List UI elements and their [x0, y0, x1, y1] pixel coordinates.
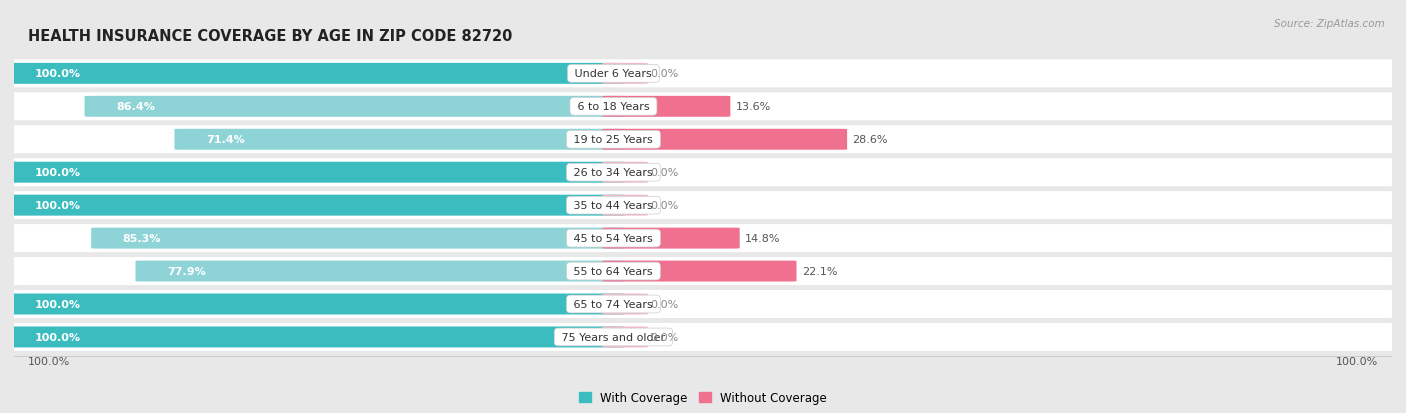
Text: Under 6 Years: Under 6 Years [571, 69, 655, 79]
Text: 100.0%: 100.0% [1336, 356, 1378, 366]
FancyBboxPatch shape [602, 327, 648, 348]
FancyBboxPatch shape [602, 294, 648, 315]
Text: 75 Years and older: 75 Years and older [558, 332, 669, 342]
Text: 100.0%: 100.0% [35, 168, 80, 178]
FancyBboxPatch shape [3, 294, 624, 315]
Text: 0.0%: 0.0% [651, 299, 679, 309]
Text: 100.0%: 100.0% [35, 299, 80, 309]
Text: 19 to 25 Years: 19 to 25 Years [571, 135, 657, 145]
FancyBboxPatch shape [0, 225, 1406, 252]
FancyBboxPatch shape [0, 257, 1406, 285]
FancyBboxPatch shape [0, 290, 1406, 318]
FancyBboxPatch shape [602, 228, 740, 249]
Text: HEALTH INSURANCE COVERAGE BY AGE IN ZIP CODE 82720: HEALTH INSURANCE COVERAGE BY AGE IN ZIP … [28, 29, 512, 44]
Text: 0.0%: 0.0% [651, 201, 679, 211]
Text: 100.0%: 100.0% [35, 332, 80, 342]
Text: 55 to 64 Years: 55 to 64 Years [571, 266, 657, 276]
FancyBboxPatch shape [602, 97, 730, 117]
Text: 0.0%: 0.0% [651, 69, 679, 79]
FancyBboxPatch shape [84, 97, 624, 117]
Text: 0.0%: 0.0% [651, 332, 679, 342]
Text: 45 to 54 Years: 45 to 54 Years [571, 233, 657, 244]
Text: 26 to 34 Years: 26 to 34 Years [571, 168, 657, 178]
FancyBboxPatch shape [602, 195, 648, 216]
Text: 77.9%: 77.9% [167, 266, 205, 276]
FancyBboxPatch shape [0, 192, 1406, 220]
FancyBboxPatch shape [135, 261, 624, 282]
FancyBboxPatch shape [0, 323, 1406, 351]
Text: 13.6%: 13.6% [735, 102, 770, 112]
FancyBboxPatch shape [3, 195, 624, 216]
Text: 28.6%: 28.6% [852, 135, 889, 145]
Legend: With Coverage, Without Coverage: With Coverage, Without Coverage [574, 387, 832, 409]
FancyBboxPatch shape [0, 60, 1406, 88]
FancyBboxPatch shape [174, 129, 624, 150]
Text: 100.0%: 100.0% [28, 356, 70, 366]
Text: 85.3%: 85.3% [122, 233, 162, 244]
FancyBboxPatch shape [0, 93, 1406, 121]
Text: 71.4%: 71.4% [207, 135, 245, 145]
FancyBboxPatch shape [3, 162, 624, 183]
FancyBboxPatch shape [0, 159, 1406, 187]
FancyBboxPatch shape [0, 126, 1406, 154]
FancyBboxPatch shape [602, 162, 648, 183]
Text: 86.4%: 86.4% [117, 102, 155, 112]
FancyBboxPatch shape [91, 228, 624, 249]
Text: 6 to 18 Years: 6 to 18 Years [574, 102, 652, 112]
FancyBboxPatch shape [602, 64, 648, 85]
Text: 22.1%: 22.1% [801, 266, 838, 276]
Text: 100.0%: 100.0% [35, 69, 80, 79]
Text: 65 to 74 Years: 65 to 74 Years [571, 299, 657, 309]
Text: 100.0%: 100.0% [35, 201, 80, 211]
FancyBboxPatch shape [3, 327, 624, 348]
FancyBboxPatch shape [602, 129, 846, 150]
Text: Source: ZipAtlas.com: Source: ZipAtlas.com [1274, 19, 1385, 28]
Text: 14.8%: 14.8% [745, 233, 780, 244]
Text: 35 to 44 Years: 35 to 44 Years [571, 201, 657, 211]
Text: 0.0%: 0.0% [651, 168, 679, 178]
FancyBboxPatch shape [3, 64, 624, 85]
FancyBboxPatch shape [602, 261, 797, 282]
